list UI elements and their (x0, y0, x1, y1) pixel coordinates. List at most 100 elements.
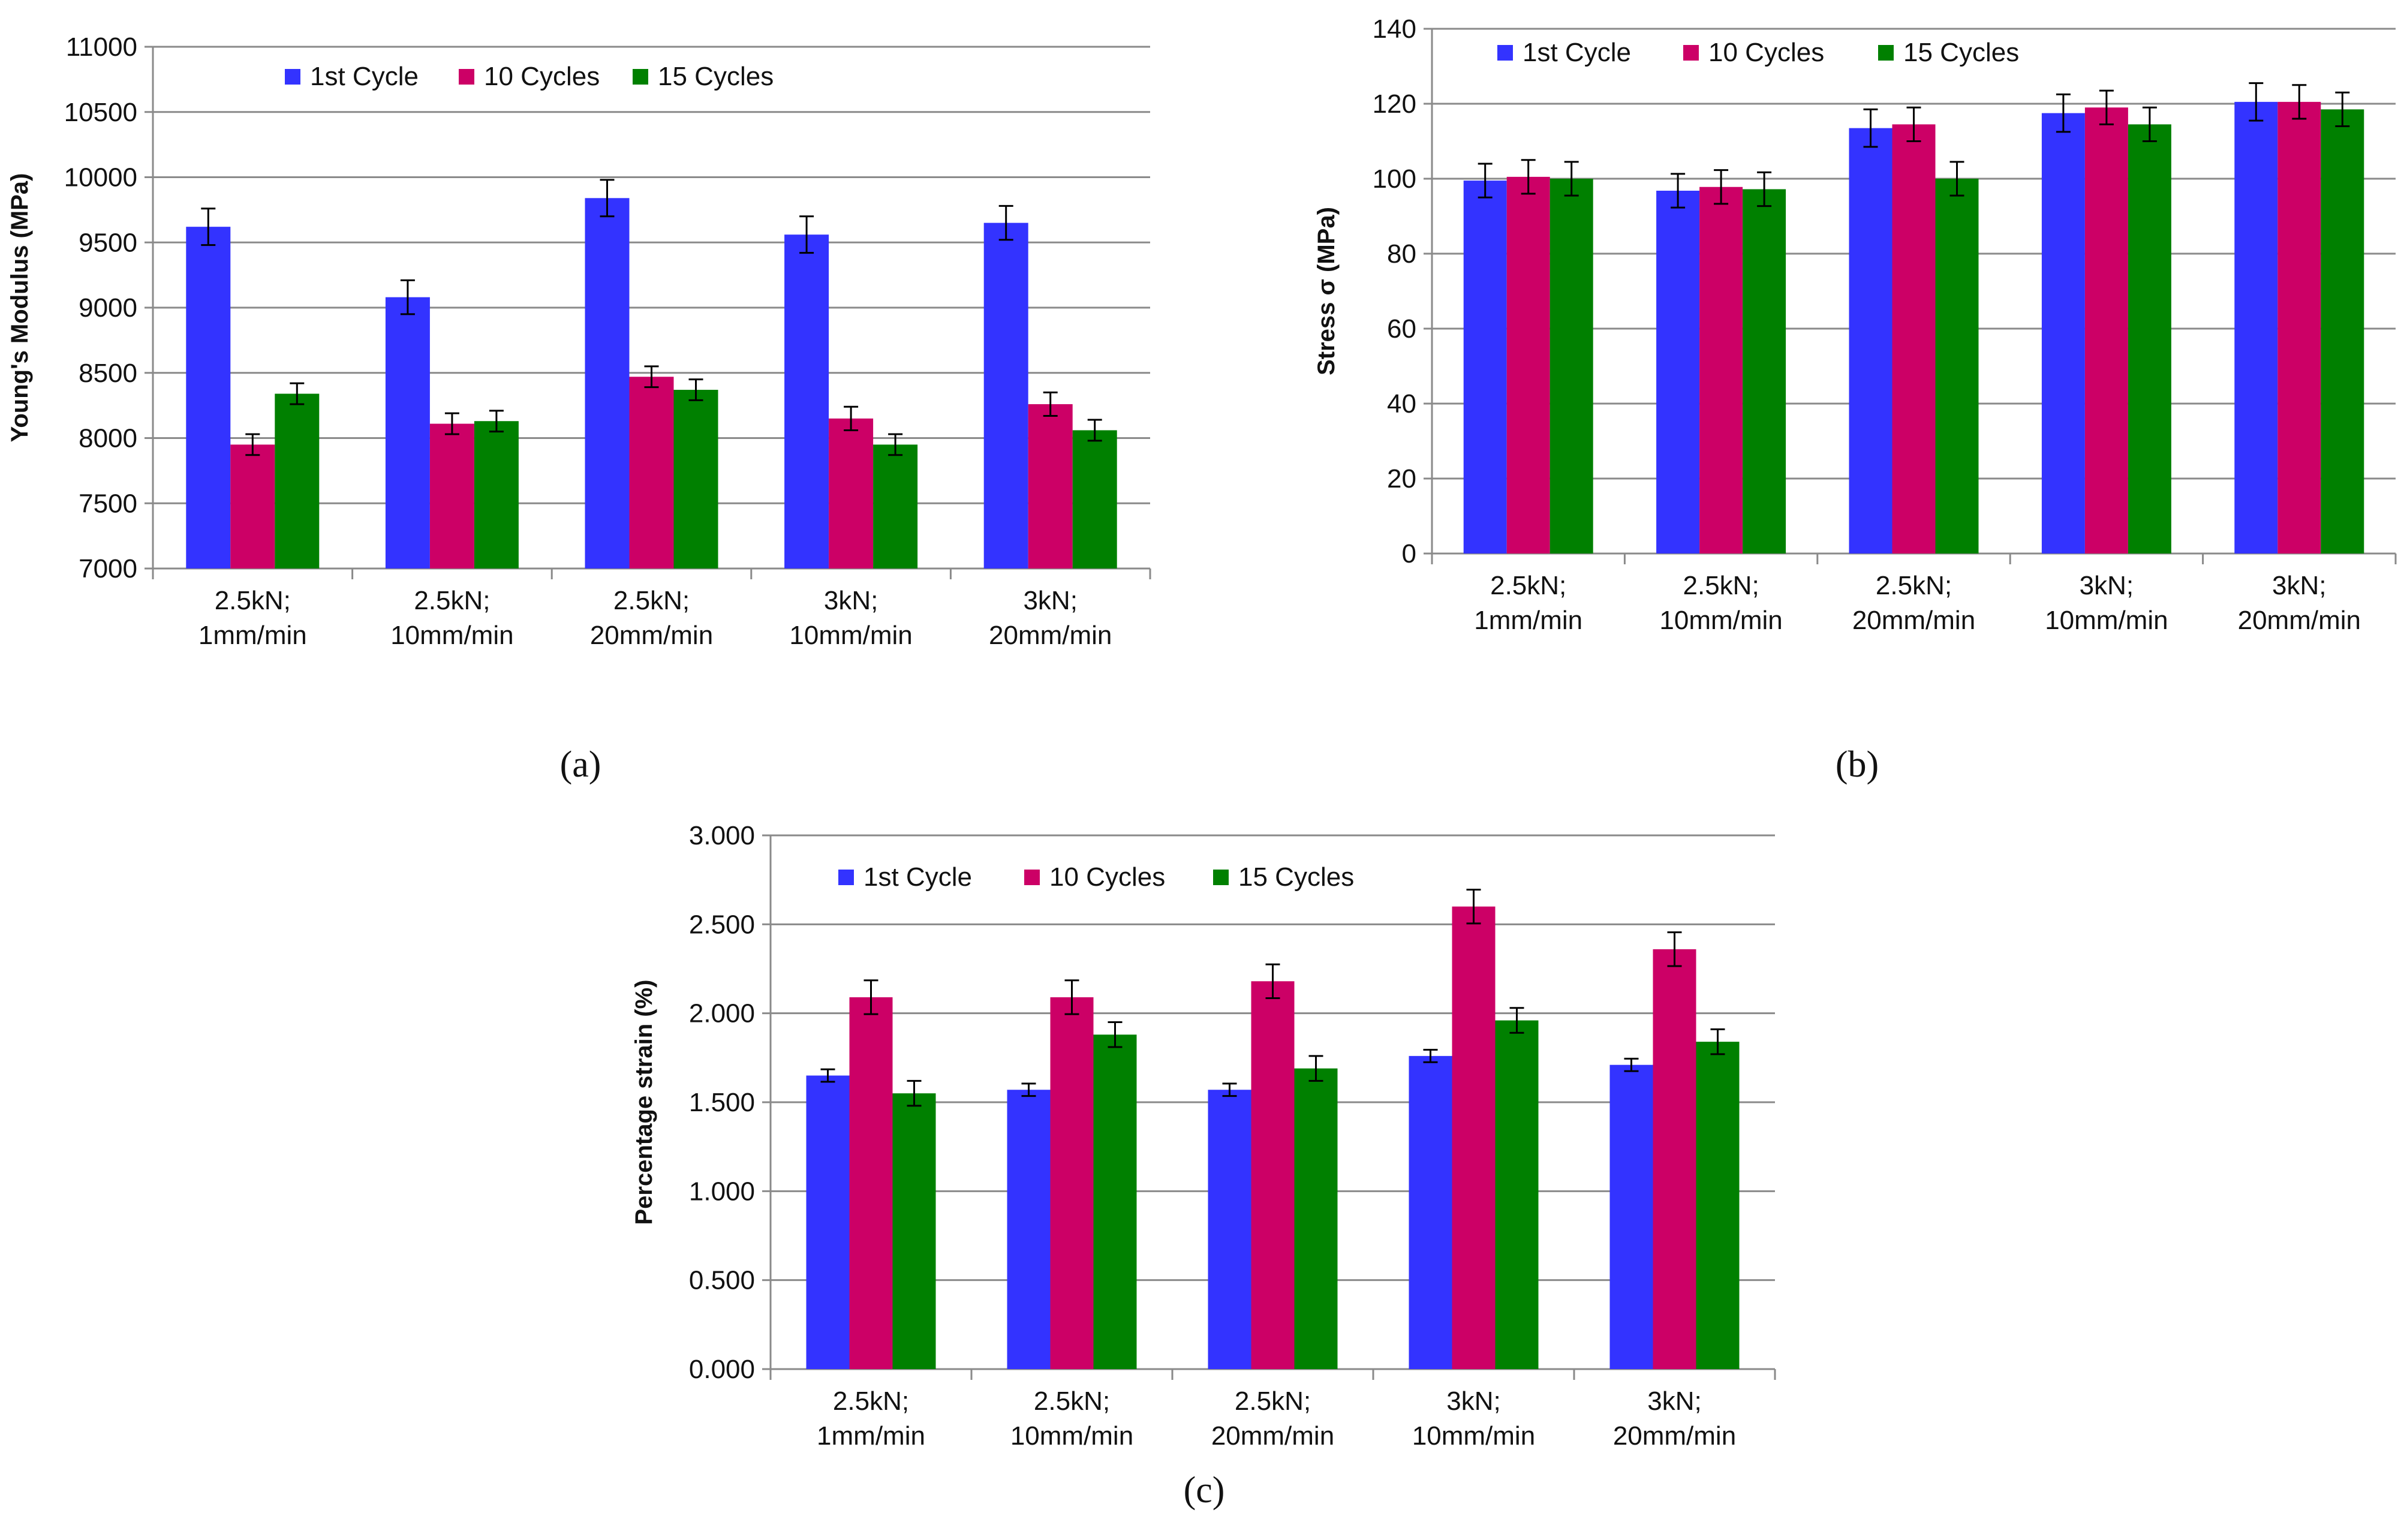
category-label: 2.5kN; (613, 586, 690, 615)
chart-b: 0 20 40 60 80 100 120 140 2.5kN; 1mm/min 2.5kN; 10m… (1313, 14, 2397, 785)
legend-label: 10 Cycles (1049, 862, 1165, 892)
bar (849, 997, 893, 1369)
bar (1549, 179, 1593, 554)
bar (673, 390, 718, 569)
bar (1294, 1068, 1338, 1369)
y-tick-label: 20 (1387, 464, 1416, 494)
bar (1007, 1090, 1051, 1369)
category-label: 2.5kN; (1876, 571, 1952, 600)
category-label: 10mm/min (1412, 1421, 1535, 1451)
legend-swatch (1878, 45, 1894, 61)
bar (385, 297, 430, 569)
bar (829, 418, 874, 569)
bar (585, 198, 630, 569)
legend-swatch (1213, 870, 1229, 885)
bar (1743, 189, 1786, 554)
category-label: 1mm/min (1474, 606, 1582, 635)
y-tick-label: 7500 (79, 489, 137, 518)
bar (1656, 191, 1700, 554)
bar (983, 222, 1028, 569)
y-axis-label: Stress σ (MPa) (1313, 207, 1340, 375)
legend-swatch (838, 870, 854, 885)
category-label: 2.5kN; (1490, 571, 1566, 600)
category-label: 10mm/min (1010, 1421, 1133, 1451)
panel-label: (a) (560, 744, 601, 785)
bar (1935, 179, 1979, 554)
category-label: 2.5kN; (1683, 571, 1759, 600)
bar (1653, 949, 1696, 1369)
legend-swatch (1024, 870, 1040, 885)
bar (2321, 109, 2364, 554)
y-tick-label: 3.000 (689, 821, 755, 850)
y-tick-label: 2.000 (689, 999, 755, 1028)
bar (1892, 124, 1936, 554)
bar (1208, 1090, 1251, 1369)
y-tick-label: 11000 (66, 32, 137, 62)
category-label: 10mm/min (390, 621, 513, 650)
bar (186, 227, 231, 569)
panel-label: (b) (1836, 744, 1879, 785)
category-label: 1mm/min (198, 621, 307, 650)
y-tick-label: 140 (1373, 14, 1416, 44)
category-label: 20mm/min (1211, 1421, 1334, 1451)
y-tick-label: 10000 (64, 163, 137, 192)
y-axis-label: Percentage strain (%) (631, 979, 657, 1225)
category-label: 2.5kN; (215, 586, 291, 615)
legend-label: 15 Cycles (1903, 38, 2019, 67)
bar (1028, 404, 1073, 569)
chart-a: 7000 7500 8000 8500 9000 9500 10000 10500 11000 2… (7, 32, 1151, 785)
category-label: 10mm/min (789, 621, 912, 650)
legend-label: 10 Cycles (1708, 38, 1824, 67)
category-label: 20mm/min (2238, 606, 2361, 635)
category-label: 2.5kN; (414, 586, 490, 615)
legend-label: 1st Cycle (863, 862, 972, 892)
y-tick-label: 40 (1387, 389, 1416, 419)
legend-swatch (1497, 45, 1513, 61)
y-tick-label: 9500 (79, 228, 137, 257)
bar (1495, 1020, 1539, 1369)
y-tick-label: 0.000 (689, 1355, 755, 1384)
y-tick-label: 10500 (64, 98, 137, 127)
bar (2234, 101, 2278, 554)
category-label: 3kN; (1647, 1386, 1701, 1416)
legend-label: 15 Cycles (1238, 862, 1354, 892)
y-tick-label: 60 (1387, 314, 1416, 344)
bar (275, 393, 320, 569)
bar (2084, 107, 2128, 554)
legend-label: 15 Cycles (658, 62, 774, 91)
y-tick-label: 9000 (79, 293, 137, 323)
bar (1506, 176, 1550, 554)
legend-swatch (459, 69, 474, 85)
bar (892, 1093, 936, 1369)
legend-label: 10 Cycles (484, 62, 600, 91)
y-tick-label: 1.500 (689, 1088, 755, 1117)
bar (629, 377, 674, 569)
category-label: 2.5kN; (833, 1386, 909, 1416)
y-tick-label: 0.500 (689, 1266, 755, 1295)
category-label: 3kN; (1446, 1386, 1500, 1416)
y-tick-label: 8000 (79, 424, 137, 453)
bar (2277, 101, 2321, 554)
bar (1072, 430, 1117, 569)
panel-label: (c) (1184, 1470, 1225, 1511)
bar (230, 444, 275, 569)
bar (806, 1075, 850, 1369)
bar (1696, 1042, 1740, 1369)
y-tick-label: 1.000 (689, 1177, 755, 1206)
category-label: 20mm/min (989, 621, 1112, 650)
legend-swatch (285, 69, 300, 85)
category-label: 20mm/min (590, 621, 713, 650)
bar (1849, 128, 1892, 554)
bar (1699, 187, 1743, 554)
bar (1609, 1064, 1653, 1369)
category-label: 2.5kN; (1034, 1386, 1110, 1416)
category-label: 1mm/min (817, 1421, 925, 1451)
bar (474, 421, 519, 569)
y-tick-label: 2.500 (689, 910, 755, 939)
y-axis-label: Young's Modulus (MPa) (7, 173, 33, 443)
bar (1409, 1055, 1452, 1369)
bar (1251, 981, 1295, 1369)
bar (1093, 1034, 1137, 1369)
category-label: 3kN; (2272, 571, 2326, 600)
